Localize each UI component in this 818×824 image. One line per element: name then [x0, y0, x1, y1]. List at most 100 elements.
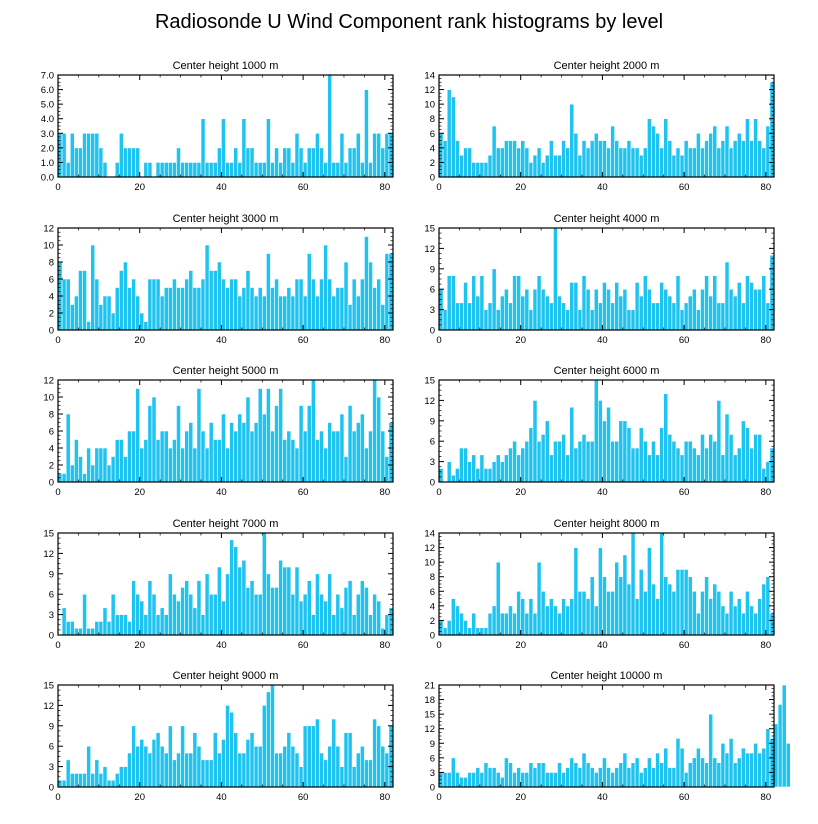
- bar: [351, 766, 357, 788]
- bar: [573, 447, 579, 483]
- bar: [221, 600, 226, 636]
- bar: [544, 154, 550, 178]
- bar: [196, 388, 202, 483]
- bar: [446, 89, 452, 178]
- bar: [90, 773, 96, 788]
- bar: [736, 447, 742, 483]
- y-tick-label: 3: [430, 457, 435, 468]
- bar: [528, 427, 534, 483]
- bar: [339, 766, 345, 788]
- bar: [274, 587, 279, 636]
- bar: [630, 532, 636, 636]
- bar: [217, 752, 222, 788]
- bar: [450, 598, 456, 636]
- bar: [98, 447, 104, 483]
- panel-title: Center height 9000 m: [173, 670, 279, 682]
- bar: [691, 147, 697, 178]
- bar: [553, 227, 558, 331]
- bar: [696, 612, 701, 636]
- bar: [143, 614, 149, 636]
- bar: [647, 454, 652, 483]
- bar: [61, 132, 67, 178]
- bar: [671, 302, 677, 331]
- bar: [78, 627, 83, 636]
- bar: [602, 576, 607, 636]
- bar: [212, 162, 218, 178]
- bar: [696, 454, 701, 483]
- bar: [569, 757, 575, 788]
- bar: [94, 759, 100, 788]
- bar: [704, 576, 709, 636]
- bar: [618, 762, 624, 788]
- bar: [102, 295, 108, 331]
- bar: [343, 261, 349, 331]
- bar: [622, 288, 628, 331]
- bar: [229, 539, 234, 636]
- bar: [667, 583, 673, 636]
- bar: [253, 422, 259, 483]
- bar: [131, 725, 136, 788]
- bar: [245, 739, 251, 788]
- bar: [773, 723, 779, 788]
- bar: [110, 593, 116, 636]
- bar: [704, 140, 709, 178]
- bar: [659, 532, 664, 636]
- bar: [753, 742, 758, 788]
- bar: [741, 140, 746, 178]
- bar: [257, 388, 263, 483]
- bar: [749, 752, 754, 788]
- bar: [520, 295, 526, 331]
- bar: [204, 759, 210, 788]
- bar: [184, 278, 190, 331]
- bar: [339, 413, 345, 483]
- y-tick-label: 0: [430, 478, 435, 489]
- bar: [372, 718, 377, 788]
- bar: [355, 295, 361, 331]
- bar: [310, 147, 316, 178]
- bar: [512, 140, 517, 178]
- bar: [504, 612, 509, 636]
- x-tick-label: 80: [380, 182, 391, 193]
- bar: [131, 147, 136, 178]
- bar: [241, 559, 247, 636]
- bar: [520, 598, 526, 636]
- bar: [749, 605, 754, 636]
- bar: [155, 614, 161, 636]
- bar: [82, 773, 87, 788]
- bar: [65, 162, 71, 178]
- bar: [712, 440, 718, 483]
- bar: [253, 745, 259, 788]
- bar: [323, 162, 328, 178]
- x-tick-label: 40: [597, 792, 608, 803]
- x-tick-label: 60: [679, 182, 690, 193]
- bar: [724, 125, 730, 178]
- bar: [82, 473, 87, 483]
- bar: [306, 253, 312, 331]
- y-tick-label: 10: [43, 241, 54, 252]
- bar: [155, 732, 161, 788]
- bar: [487, 612, 493, 636]
- bar: [700, 288, 705, 331]
- bar: [315, 573, 320, 636]
- bar: [139, 447, 145, 483]
- bar: [212, 439, 218, 483]
- bar: [131, 580, 136, 636]
- bar: [278, 295, 283, 331]
- bar: [642, 767, 648, 788]
- x-tick-label: 40: [216, 792, 227, 803]
- bar: [761, 583, 767, 636]
- bar: [671, 767, 677, 788]
- bar: [315, 132, 320, 178]
- bar: [761, 275, 767, 331]
- bar: [274, 278, 279, 331]
- bar: [651, 125, 656, 178]
- y-tick-label: 14: [424, 529, 435, 540]
- y-tick-label: 6.0: [41, 85, 54, 96]
- bar: [368, 261, 373, 331]
- bar: [683, 569, 689, 636]
- y-tick-label: 7.0: [41, 71, 54, 82]
- bar: [74, 295, 79, 331]
- bar: [208, 422, 214, 483]
- bar: [196, 162, 202, 178]
- bar: [446, 275, 452, 331]
